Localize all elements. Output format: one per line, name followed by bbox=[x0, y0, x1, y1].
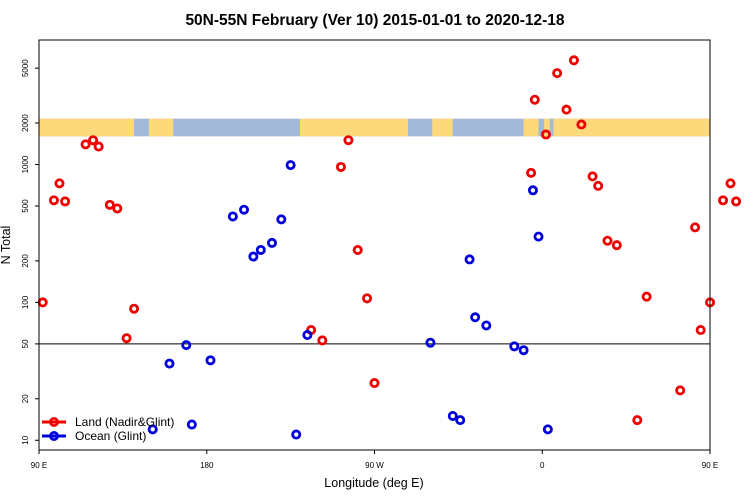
ocean-point bbox=[181, 340, 192, 351]
ocean-point bbox=[248, 251, 259, 262]
land-point bbox=[352, 244, 363, 255]
land-point bbox=[343, 135, 354, 146]
x-axis-ticks: 90 E 180 90 W 0 90 E bbox=[31, 450, 718, 470]
land-strip-segment bbox=[544, 118, 550, 137]
ocean-point bbox=[527, 185, 538, 196]
land-point bbox=[632, 415, 643, 426]
x-tick-label: 180 bbox=[200, 461, 214, 470]
land-point bbox=[593, 180, 604, 191]
ocean-point bbox=[542, 424, 553, 435]
ocean-point bbox=[447, 410, 458, 421]
ocean-point bbox=[285, 160, 296, 171]
ocean-point bbox=[509, 341, 520, 352]
ocean-point bbox=[227, 211, 238, 222]
x-tick-label: 90 E bbox=[31, 461, 47, 470]
legend-label-land: Land (Nadir&Glint) bbox=[75, 415, 174, 429]
y-tick-label: 50 bbox=[21, 339, 30, 348]
ocean-point bbox=[470, 312, 481, 323]
y-tick-label: 5000 bbox=[21, 59, 30, 77]
x-tick-label: 90 W bbox=[365, 461, 384, 470]
ocean-point bbox=[239, 204, 250, 215]
ocean-point bbox=[481, 320, 492, 331]
land-point bbox=[540, 129, 551, 140]
land-point bbox=[37, 297, 48, 308]
ocean-point bbox=[147, 424, 158, 435]
legend-item-ocean: Ocean (Glint) bbox=[42, 429, 146, 443]
y-tick-label: 2000 bbox=[21, 114, 30, 132]
land-point bbox=[88, 135, 99, 146]
ocean-point bbox=[205, 355, 216, 366]
ocean-point bbox=[266, 237, 277, 248]
y-tick-label: 20 bbox=[21, 394, 30, 403]
land-point bbox=[54, 178, 65, 189]
ocean-point bbox=[425, 337, 436, 348]
land-point bbox=[561, 104, 572, 115]
x-tick-label: 90 E bbox=[702, 461, 718, 470]
legend-swatch-land-marker bbox=[49, 416, 60, 427]
legend: Land (Nadir&Glint) Ocean (Glint) bbox=[42, 415, 174, 443]
land-point bbox=[552, 68, 563, 79]
land-point bbox=[731, 196, 742, 207]
land-point bbox=[576, 119, 587, 130]
land-point bbox=[641, 291, 652, 302]
ocean-point bbox=[533, 231, 544, 242]
ocean-point bbox=[518, 345, 529, 356]
land-point bbox=[48, 195, 59, 206]
land-point bbox=[675, 385, 686, 396]
legend-item-land: Land (Nadir&Glint) bbox=[42, 415, 174, 429]
land-point bbox=[80, 139, 91, 150]
ocean-point bbox=[186, 419, 197, 430]
y-tick-label: 100 bbox=[21, 295, 30, 309]
land-point bbox=[60, 196, 71, 207]
land-point bbox=[129, 303, 140, 314]
land-point bbox=[121, 333, 132, 344]
land-strip-segment bbox=[523, 118, 539, 137]
land-point bbox=[695, 325, 706, 336]
land-point bbox=[335, 161, 346, 172]
land-strip-segment bbox=[553, 118, 710, 137]
legend-swatch-ocean-marker bbox=[49, 430, 60, 441]
data-points bbox=[37, 55, 742, 440]
land-point bbox=[362, 293, 373, 304]
land-point bbox=[690, 222, 701, 233]
land-point bbox=[317, 335, 328, 346]
land-strip-segment bbox=[39, 118, 135, 137]
land-point bbox=[104, 199, 115, 210]
y-tick-label: 1000 bbox=[21, 155, 30, 173]
y-axis-label: N Total bbox=[0, 226, 13, 265]
chart-title: 50N-55N February (Ver 10) 2015-01-01 to … bbox=[185, 12, 564, 29]
land-point bbox=[526, 167, 537, 178]
x-axis-label: Longitude (deg E) bbox=[324, 476, 423, 490]
y-tick-label: 10 bbox=[21, 435, 30, 444]
ocean-point bbox=[276, 214, 287, 225]
ocean-point bbox=[464, 254, 475, 265]
legend-label-ocean: Ocean (Glint) bbox=[75, 429, 146, 443]
land-strip-segment bbox=[299, 118, 409, 137]
land-point bbox=[611, 240, 622, 251]
land-ocean-strip bbox=[39, 118, 710, 137]
land-point bbox=[718, 195, 729, 206]
y-tick-label: 500 bbox=[21, 199, 30, 213]
ocean-point bbox=[302, 330, 313, 341]
land-point bbox=[725, 178, 736, 189]
land-point bbox=[529, 94, 540, 105]
land-point bbox=[112, 203, 123, 214]
x-tick-label: 0 bbox=[540, 461, 545, 470]
land-point bbox=[369, 378, 380, 389]
land-point bbox=[568, 55, 579, 66]
land-strip-segment bbox=[148, 118, 174, 137]
land-strip-segment bbox=[432, 118, 453, 137]
land-point bbox=[587, 171, 598, 182]
ocean-point bbox=[291, 429, 302, 440]
ocean-point bbox=[164, 358, 175, 369]
land-point bbox=[93, 141, 104, 152]
ocean-point bbox=[455, 415, 466, 426]
land-point bbox=[602, 235, 613, 246]
y-axis-ticks: 10 20 50 100 200 500 1000 2000 5000 bbox=[21, 59, 39, 445]
y-tick-label: 200 bbox=[21, 254, 30, 268]
ocean-point bbox=[255, 244, 266, 255]
